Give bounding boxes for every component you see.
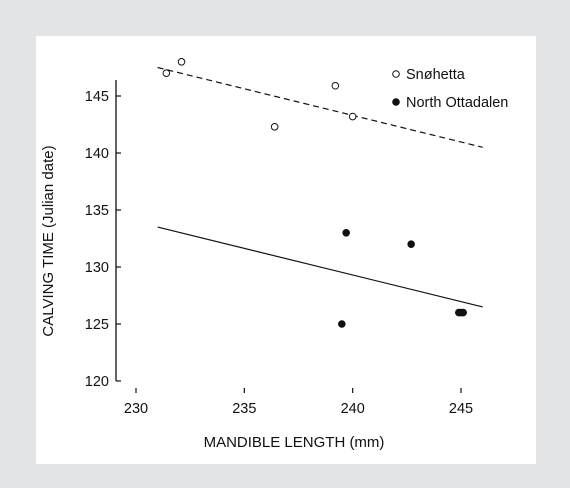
y-tick-label: 135 [85, 203, 109, 219]
trendlines [157, 66, 483, 308]
x-ticks: 230 235 240 245 [124, 388, 473, 417]
y-tick-label: 145 [85, 89, 109, 105]
trendline-solid [157, 226, 483, 308]
x-tick-label: 230 [124, 401, 148, 417]
x-tick-label: 235 [232, 401, 256, 417]
point-filled [338, 320, 346, 328]
x-axis-label: MANDIBLE LENGTH (mm) [204, 434, 385, 451]
legend-marker [392, 98, 400, 106]
trendline-dashed [157, 66, 483, 148]
point-open [270, 122, 279, 131]
point-open [348, 112, 357, 121]
point-open [162, 69, 171, 78]
point-filled [342, 229, 350, 237]
x-tick-label: 245 [449, 401, 473, 417]
scatter-chart: 120 125 130 135 140 145 230 235 240 245 Snøhetta… [40, 58, 508, 451]
y-ticks: 120 125 130 135 140 145 [85, 89, 121, 390]
chart-panel: 120 125 130 135 140 145 230 235 240 245 Snøhetta… [36, 36, 536, 464]
legend-label: Snøhetta [406, 67, 466, 83]
y-tick-label: 140 [85, 146, 109, 162]
point-filled [407, 240, 415, 248]
point-filled [459, 308, 467, 317]
y-tick-label: 130 [85, 260, 109, 276]
point-open [177, 58, 186, 66]
data-points [162, 58, 467, 328]
y-tick-label: 120 [85, 374, 109, 390]
x-tick-label: 240 [341, 401, 365, 417]
y-tick-label: 125 [85, 317, 109, 333]
legend: Snøhetta North Ottadalen [392, 67, 508, 111]
y-axis-label: CALVING TIME (Julian date) [40, 145, 57, 336]
point-open [331, 81, 340, 90]
legend-label: North Ottadalen [406, 95, 508, 111]
legend-marker [392, 70, 400, 78]
